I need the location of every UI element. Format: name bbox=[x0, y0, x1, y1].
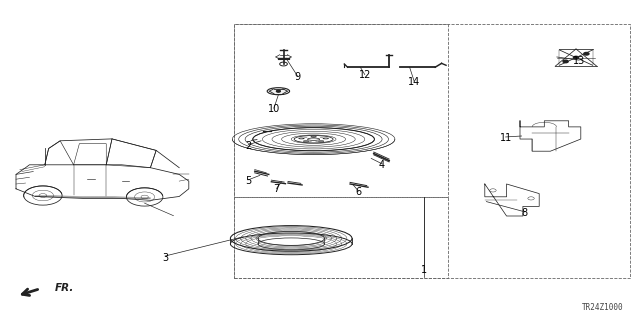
Circle shape bbox=[276, 90, 280, 92]
Bar bbox=[234, 24, 630, 278]
Circle shape bbox=[563, 60, 568, 63]
Text: 2: 2 bbox=[245, 140, 252, 151]
Text: 14: 14 bbox=[408, 76, 420, 87]
Text: 9: 9 bbox=[294, 72, 301, 82]
Circle shape bbox=[584, 52, 589, 55]
Text: 7: 7 bbox=[273, 184, 280, 195]
Ellipse shape bbox=[268, 88, 289, 95]
Text: 1: 1 bbox=[420, 265, 427, 276]
Text: 5: 5 bbox=[245, 176, 252, 186]
Bar bbox=[234, 24, 448, 197]
Text: 10: 10 bbox=[268, 104, 280, 114]
Text: 8: 8 bbox=[522, 208, 528, 218]
Text: 12: 12 bbox=[358, 70, 371, 80]
Text: TR24Z1000: TR24Z1000 bbox=[582, 303, 624, 312]
Bar bbox=[234, 197, 448, 278]
Text: FR.: FR. bbox=[55, 283, 74, 293]
Text: 11: 11 bbox=[499, 132, 512, 143]
Text: 4: 4 bbox=[379, 160, 385, 170]
Text: 3: 3 bbox=[162, 252, 168, 263]
Text: 6: 6 bbox=[355, 187, 362, 197]
Circle shape bbox=[573, 56, 579, 59]
Text: 13: 13 bbox=[573, 56, 586, 66]
